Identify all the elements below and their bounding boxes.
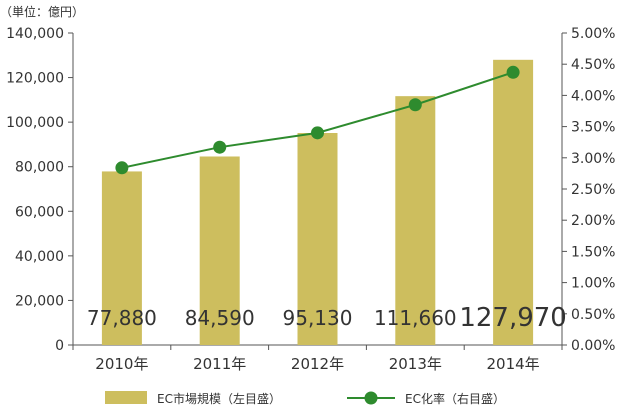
left-tick-label: 0 <box>55 338 64 354</box>
right-tick-label: 0.50% <box>571 307 615 323</box>
bar <box>493 59 534 345</box>
left-tick-label: 140,000 <box>6 26 64 42</box>
right-tick-label: 2.50% <box>571 182 615 198</box>
right-tick-label: 2.00% <box>571 213 615 229</box>
bar-value-label: 95,130 <box>283 306 353 330</box>
right-tick-label: 0.00% <box>571 338 615 354</box>
right-tick-label: 1.50% <box>571 244 615 260</box>
bar-value-label: 127,970 <box>459 303 567 333</box>
left-tick-label: 100,000 <box>6 115 64 131</box>
legend: EC市場規模（左目盛） EC化率（右目盛） <box>105 391 505 406</box>
x-tick-label: 2012年 <box>291 355 344 373</box>
rate-point <box>115 161 129 175</box>
bars <box>101 59 534 345</box>
right-tick-label: 3.50% <box>571 120 615 136</box>
bar <box>297 132 338 345</box>
rate-point <box>506 65 520 79</box>
bar-value-label: 77,880 <box>87 306 157 330</box>
x-tick-label: 2014年 <box>487 355 540 373</box>
left-tick-label: 20,000 <box>15 293 64 309</box>
legend-line-label: EC化率（右目盛） <box>405 391 505 406</box>
right-tick-label: 4.00% <box>571 88 615 104</box>
bar-value-label: 111,660 <box>374 306 457 330</box>
x-tick-label: 2011年 <box>193 355 246 373</box>
legend-bar-swatch <box>105 391 147 404</box>
bar-value-labels: 77,880 84,590 95,130 111,660 127,970 <box>87 303 567 333</box>
right-tick-label: 3.00% <box>571 151 615 167</box>
bar <box>395 96 436 345</box>
bar-value-label: 84,590 <box>185 306 255 330</box>
axes: 0 20,000 40,000 60,000 80,000 100,000 120,000 1… <box>6 26 615 373</box>
x-tick-label: 2013年 <box>389 355 442 373</box>
rate-point <box>408 98 422 112</box>
bar <box>199 156 240 345</box>
rate-line <box>115 65 520 175</box>
x-tick-label: 2010年 <box>95 355 148 373</box>
unit-label: （単位：億円） <box>0 4 84 19</box>
legend-bar-label: EC市場規模（左目盛） <box>157 391 281 406</box>
right-tick-label: 5.00% <box>571 26 615 42</box>
left-tick-label: 60,000 <box>15 204 64 220</box>
left-tick-label: 80,000 <box>15 160 64 176</box>
bar <box>101 171 142 345</box>
left-tick-label: 120,000 <box>6 71 64 87</box>
left-tick-label: 40,000 <box>15 249 64 265</box>
legend-line-marker <box>364 391 378 405</box>
right-tick-label: 1.00% <box>571 276 615 292</box>
right-tick-label: 4.50% <box>571 57 615 73</box>
rate-point <box>213 140 227 154</box>
rate-point <box>311 126 324 140</box>
